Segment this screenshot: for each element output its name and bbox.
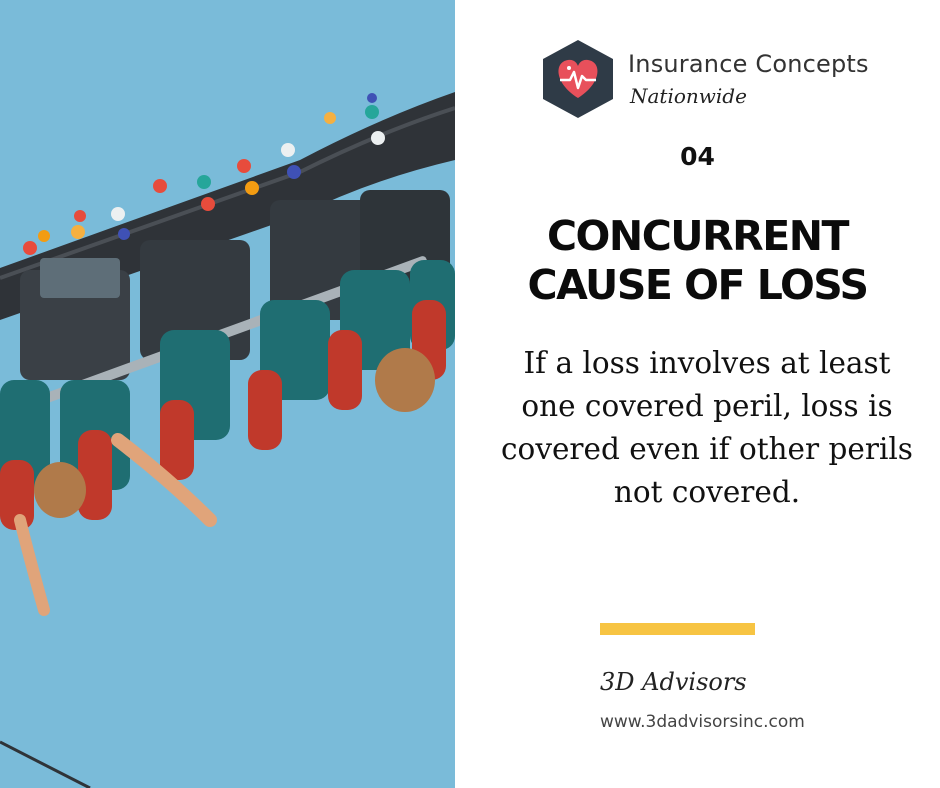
slide-number: 04 — [680, 142, 715, 171]
slide-headline: CONCURRENT CAUSE OF LOSS — [455, 212, 940, 310]
roller-coaster-illustration — [0, 0, 455, 788]
accent-divider — [600, 623, 755, 635]
brand-name: Insurance Concepts — [628, 50, 869, 78]
heart-monitor-icon — [543, 40, 613, 118]
advisor-website-link[interactable]: www.3dadvisorsinc.com — [600, 712, 805, 732]
content-panel: Insurance Concepts Nationwide 04 CONCURR… — [455, 0, 940, 788]
body-line-3: covered even if other perils — [501, 432, 913, 466]
brand-tagline: Nationwide — [630, 84, 747, 108]
advisor-name: 3D Advisors — [600, 668, 747, 696]
slide-body: If a loss involves at least one covered … — [477, 342, 937, 514]
body-line-4: not covered. — [613, 475, 801, 509]
brand-logo: Insurance Concepts Nationwide — [540, 38, 869, 120]
headline-line-2: CAUSE OF LOSS — [527, 261, 869, 309]
riders — [0, 300, 446, 616]
track-lights — [23, 93, 385, 255]
body-line-1: If a loss involves at least — [523, 346, 891, 380]
roller-coaster-photo — [0, 0, 455, 788]
body-line-2: one covered peril, loss is — [521, 389, 893, 423]
headline-line-1: CONCURRENT — [546, 212, 850, 260]
